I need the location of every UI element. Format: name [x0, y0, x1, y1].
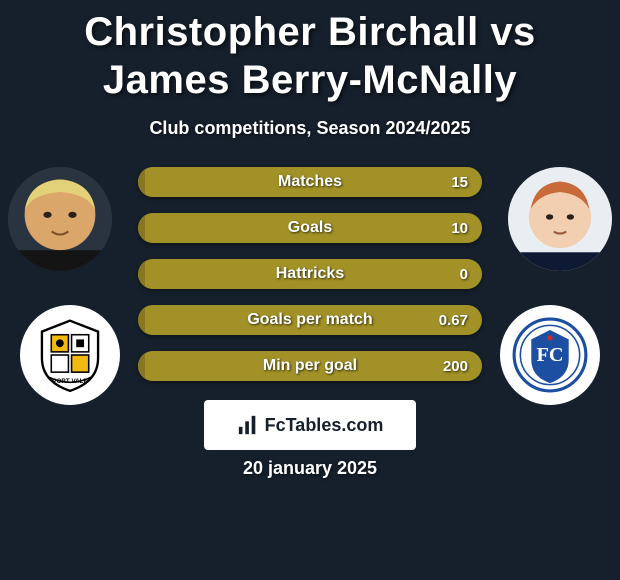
- stat-value-right: 0: [460, 259, 468, 289]
- svg-text:PORT VALE: PORT VALE: [52, 378, 87, 385]
- stat-bars: Matches 15 Goals 10 Hattricks 0 Goals pe…: [138, 167, 482, 397]
- subtitle: Club competitions, Season 2024/2025: [0, 118, 620, 139]
- crest-left-icon: PORT VALE: [31, 316, 109, 394]
- stat-label: Matches: [138, 167, 482, 197]
- club-left-crest: PORT VALE: [20, 305, 120, 405]
- stat-value-right: 15: [451, 167, 468, 197]
- stat-value-right: 200: [443, 351, 468, 381]
- crest-right-icon: FC: [511, 316, 589, 394]
- stat-bar-hattricks: Hattricks 0: [138, 259, 482, 289]
- stat-label: Min per goal: [138, 351, 482, 381]
- avatar-right-icon: [508, 167, 612, 271]
- stat-label: Hattricks: [138, 259, 482, 289]
- page-title: Christopher Birchall vs James Berry-McNa…: [0, 0, 620, 108]
- stat-bar-matches: Matches 15: [138, 167, 482, 197]
- stat-bar-goals: Goals 10: [138, 213, 482, 243]
- stat-label: Goals: [138, 213, 482, 243]
- stat-value-right: 10: [451, 213, 468, 243]
- stat-value-right: 0.67: [439, 305, 468, 335]
- stat-bar-min-per-goal: Min per goal 200: [138, 351, 482, 381]
- brand-badge: FcTables.com: [204, 400, 416, 450]
- comparison-area: PORT VALE FC Matches 15 Goals 10 Hattric…: [0, 167, 620, 427]
- player-right-avatar: [508, 167, 612, 271]
- player-left-avatar: [8, 167, 112, 271]
- avatar-left-icon: [8, 167, 112, 271]
- svg-text:FC: FC: [536, 344, 563, 366]
- brand-text: FcTables.com: [265, 415, 384, 436]
- stat-bar-goals-per-match: Goals per match 0.67: [138, 305, 482, 335]
- club-right-crest: FC: [500, 305, 600, 405]
- footer-date: 20 january 2025: [0, 458, 620, 479]
- stat-label: Goals per match: [138, 305, 482, 335]
- bar-chart-icon: [237, 414, 259, 436]
